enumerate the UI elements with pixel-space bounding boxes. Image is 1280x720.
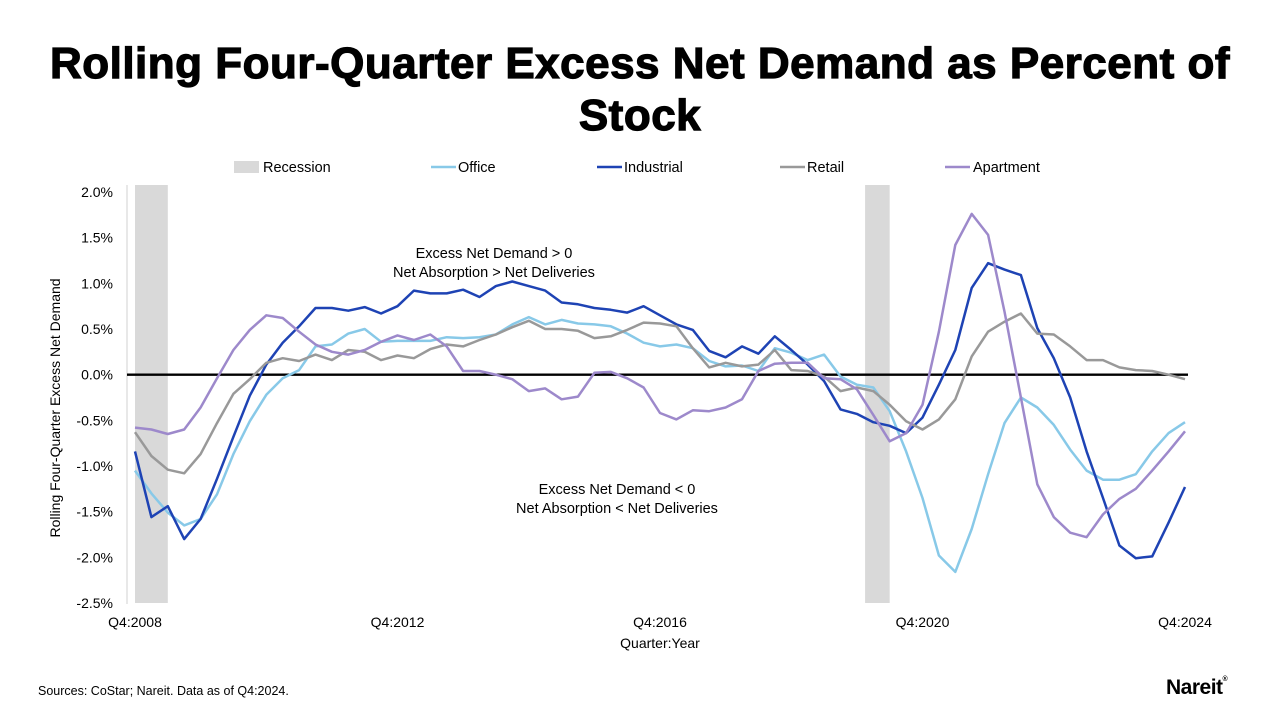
legend-label-office: Office (458, 160, 496, 176)
x-tick-label: Q4:2016 (633, 614, 687, 630)
annotation-positive-line2: Net Absorption > Net Deliveries (393, 265, 595, 281)
y-tick-label: -1.5% (76, 504, 113, 520)
recession-band (135, 185, 168, 603)
chart-title: Rolling Four-Quarter Excess Net Demand a… (49, 38, 1231, 140)
x-tick-label: Q4:2008 (108, 614, 162, 630)
series-line-industrial (133, 261, 1187, 560)
y-tick-label: -0.5% (76, 412, 113, 428)
series-line-retail (133, 312, 1186, 475)
series-lines (133, 212, 1187, 574)
y-tick-labels: 2.0% 1.5% 1.0% 0.5% 0.0% -0.5% -1.0% -1.5% -2.0%… (76, 184, 113, 611)
nareit-logo: Nareit® (1166, 676, 1228, 699)
series-line-office (133, 315, 1186, 574)
annotation-negative: Excess Net Demand < 0 Net Absorption < N… (516, 482, 718, 517)
legend-swatch-recession (234, 161, 259, 173)
annotation-negative-line2: Net Absorption < Net Deliveries (516, 501, 718, 517)
legend-label-industrial: Industrial (624, 160, 683, 176)
x-tick-label: Q4:2024 (1158, 614, 1212, 630)
annotation-negative-line1: Excess Net Demand < 0 (539, 482, 696, 498)
annotation-positive-line1: Excess Net Demand > 0 (416, 246, 573, 262)
x-axis-label: Quarter:Year (620, 635, 700, 651)
y-tick-label: 1.5% (81, 230, 113, 246)
x-tick-labels: Q4:2008 Q4:2012 Q4:2016 Q4:2020 Q4:2024 (108, 614, 1212, 630)
x-tick-label: Q4:2020 (896, 614, 950, 630)
legend-label-apartment: Apartment (973, 160, 1040, 176)
legend-label-retail: Retail (807, 160, 844, 176)
y-tick-label: 2.0% (81, 184, 113, 200)
y-tick-label: -1.0% (76, 458, 113, 474)
source-note: Sources: CoStar; Nareit. Data as of Q4:2… (38, 684, 289, 698)
legend-label-recession: Recession (263, 160, 331, 176)
y-tick-label: -2.0% (76, 549, 113, 565)
legend: Recession Office Industrial Retail Apart… (234, 160, 1040, 176)
y-tick-label: 1.0% (81, 275, 113, 291)
logo-text: Nareit (1166, 676, 1223, 699)
y-tick-label: -2.5% (76, 595, 113, 611)
x-tick-label: Q4:2012 (371, 614, 425, 630)
annotation-positive: Excess Net Demand > 0 Net Absorption > N… (393, 246, 595, 281)
recession-bands (135, 185, 890, 603)
series-line-apartment (134, 212, 1186, 539)
y-tick-label: 0.5% (81, 321, 113, 337)
y-tick-label: 0.0% (81, 367, 113, 383)
y-axis-label: Rolling Four-Quarter Excess Net Demand (47, 278, 63, 537)
